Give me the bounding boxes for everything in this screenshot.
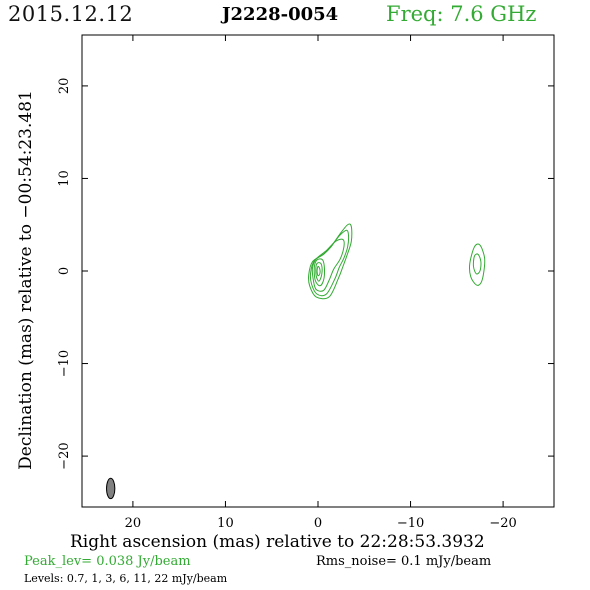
rms-noise: Rms_noise= 0.1 mJy/beam (316, 554, 492, 569)
axis-tick-labels: 20 10 0 −10 −20 −20 −10 0 10 20 (57, 78, 517, 531)
frequency-label: Freq: 7.6 GHz (386, 2, 537, 26)
contour-line-core-jet (309, 229, 350, 297)
contour-line-core-jet (316, 265, 321, 277)
contour-line-secondary (472, 253, 482, 275)
peak-level: Peak_lev= 0.038 Jy/beam (24, 554, 191, 569)
contour-line-secondary (469, 243, 486, 286)
contour-levels: Levels: 0.7, 1, 3, 6, 11, 22 mJy/beam (24, 572, 228, 585)
x-tick-label: 0 (314, 516, 322, 531)
y-tick-label: −20 (57, 442, 72, 469)
plot-frame (81, 34, 555, 508)
x-tick-label: 10 (217, 516, 234, 531)
y-tick-label: −10 (57, 350, 72, 377)
x-tick-label: 20 (125, 516, 142, 531)
source-name: J2228-0054 (222, 4, 339, 25)
y-tick-label: 20 (57, 78, 72, 95)
contour-line-core-jet (311, 238, 345, 292)
x-axis-label: Right ascension (mas) relative to 22:28:… (70, 532, 485, 552)
beam-layer (106, 477, 116, 500)
axis-ticks (82, 35, 554, 507)
contour-line-core-jet (315, 262, 323, 282)
contour-line-core-jet (313, 258, 326, 287)
contour-layer (308, 223, 486, 300)
y-tick-label: 0 (57, 267, 72, 275)
x-tick-label: −20 (489, 516, 516, 531)
x-tick-label: −10 (397, 516, 424, 531)
beam-ellipse (106, 477, 116, 500)
contour-line-core-jet (308, 223, 353, 300)
observation-date: 2015.12.12 (8, 2, 134, 26)
y-axis-label: Declination (mas) relative to −00:54:23.… (16, 90, 36, 470)
y-tick-label: 10 (57, 170, 72, 187)
